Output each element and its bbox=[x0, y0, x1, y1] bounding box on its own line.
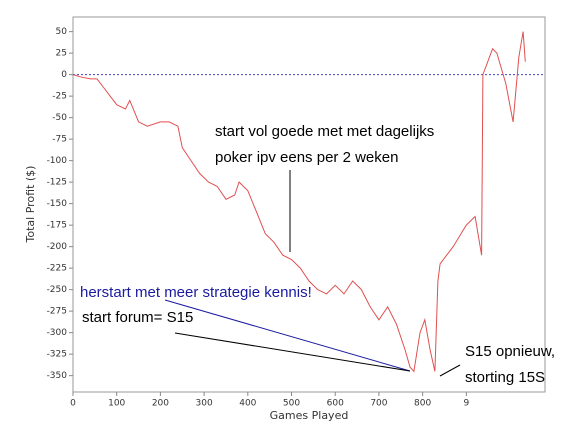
y-tick-label: -225 bbox=[47, 264, 67, 274]
x-tick-label: 800 bbox=[414, 399, 431, 409]
x-tick-label: 9 bbox=[463, 399, 469, 409]
annotation: start vol goede met met dagelijks bbox=[215, 123, 434, 140]
y-axis-label: Total Profit ($) bbox=[24, 166, 37, 244]
y-tick-label: -150 bbox=[47, 199, 68, 209]
y-tick-label: -350 bbox=[47, 371, 68, 381]
y-tick-label: 50 bbox=[56, 27, 68, 37]
y-tick-label: -125 bbox=[47, 178, 67, 188]
annotation-arrow bbox=[164, 299, 411, 372]
y-tick-label: -75 bbox=[52, 135, 67, 145]
x-tick-label: 100 bbox=[108, 399, 125, 409]
annotation: start forum= S15 bbox=[82, 309, 193, 326]
y-tick-label: -25 bbox=[52, 92, 67, 102]
x-axis-label: Games Played bbox=[270, 409, 349, 422]
y-tick-label: -325 bbox=[47, 350, 67, 360]
y-tick-label: -275 bbox=[47, 307, 67, 317]
x-tick-label: 600 bbox=[327, 399, 344, 409]
annotation-arrow bbox=[174, 332, 411, 372]
y-tick-label: -200 bbox=[47, 242, 68, 252]
y-tick-label: -250 bbox=[47, 285, 68, 295]
x-tick-label: 700 bbox=[370, 399, 387, 409]
x-tick-label: 300 bbox=[196, 399, 213, 409]
annotation-arrow bbox=[439, 364, 461, 377]
x-tick-label: 400 bbox=[239, 399, 256, 409]
annotation: herstart met meer strategie kennis! bbox=[80, 284, 312, 301]
y-tick-label: -50 bbox=[52, 113, 67, 123]
x-tick-label: 500 bbox=[283, 399, 300, 409]
annotation: storting 15S bbox=[465, 369, 545, 386]
y-tick-label: -175 bbox=[47, 221, 67, 231]
y-tick-label: -300 bbox=[47, 328, 68, 338]
y-tick-label: 0 bbox=[61, 70, 67, 80]
x-tick-label: 200 bbox=[152, 399, 169, 409]
plot-area bbox=[72, 16, 546, 393]
x-tick-label: 0 bbox=[70, 399, 76, 409]
annotation: poker ipv eens per 2 weken bbox=[215, 149, 398, 166]
y-tick-label: 25 bbox=[56, 49, 67, 59]
annotation: S15 opnieuw, bbox=[465, 343, 555, 360]
profit-line bbox=[72, 31, 526, 373]
y-tick-label: -100 bbox=[47, 156, 68, 166]
